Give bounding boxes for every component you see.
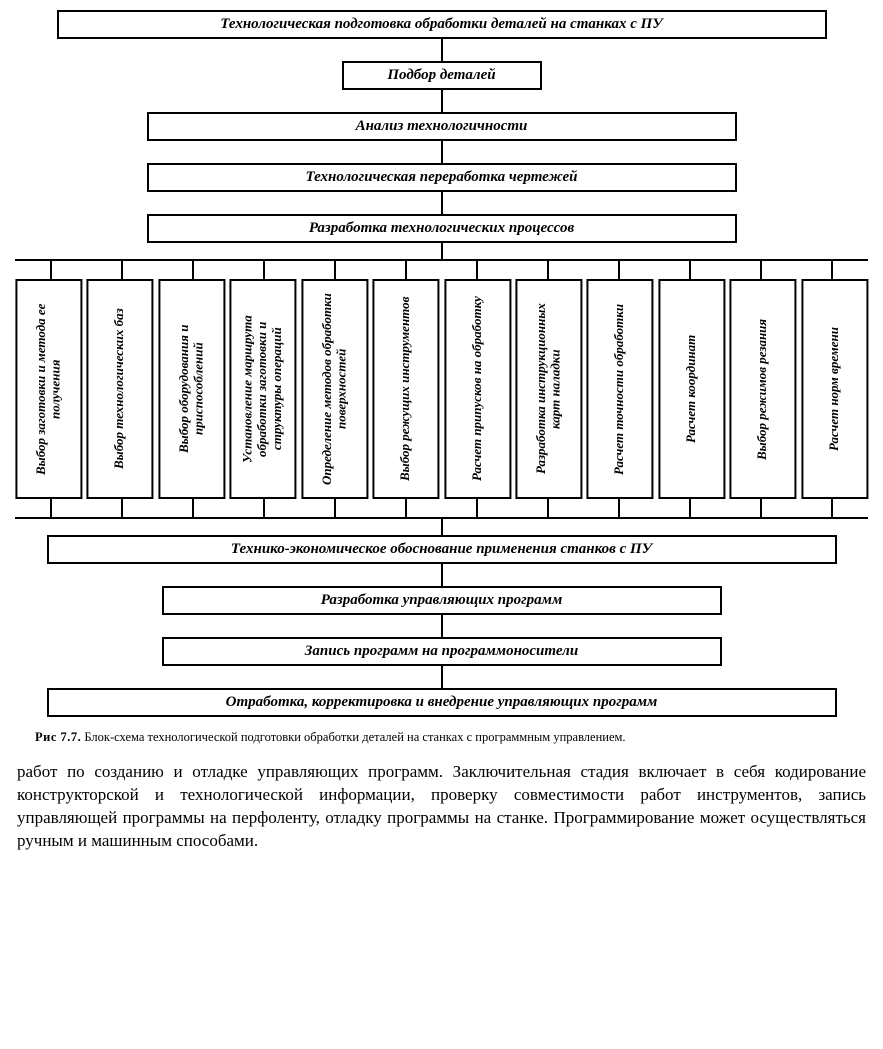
- caption-text: Блок-схема технологической подготовки об…: [84, 730, 625, 744]
- flowchart-container: Технологическая подготовка обработки дет…: [15, 10, 868, 717]
- branch-row: Выбор заготовки и метода ее получения Вы…: [15, 279, 868, 499]
- caption-lead: Рис 7.7.: [35, 730, 81, 744]
- connector: [441, 243, 443, 259]
- body-paragraph: работ по созданию и отладке управляющих …: [15, 761, 868, 853]
- branch-box-6: Расчет припусков на обработку: [444, 279, 511, 499]
- branch-box-10: Выбор режимов резания: [729, 279, 796, 499]
- connector: [441, 666, 443, 688]
- branch-box-3: Установление маршрута обработки заготовк…: [229, 279, 296, 499]
- branch-box-8: Расчет точности обработки: [586, 279, 653, 499]
- branch-box-5: Выбор режущих инструментов: [372, 279, 439, 499]
- branch-box-0: Выбор заготовки и метода ее получения: [15, 279, 82, 499]
- branch-box-4: Определение методов обработки поверхност…: [301, 279, 368, 499]
- branch-top-connectors: [15, 261, 868, 279]
- connector: [441, 615, 443, 637]
- connector: [441, 90, 443, 112]
- connector: [441, 39, 443, 61]
- branch-box-2: Выбор оборудования и приспособлений: [158, 279, 225, 499]
- flow-box-bottom-1: Разработка управляющих программ: [162, 586, 722, 615]
- figure-caption: Рис 7.7. Блок-схема технологической подг…: [15, 729, 868, 745]
- flow-box-bottom-3: Отработка, корректировка и внедрение упр…: [47, 688, 837, 717]
- flow-box-top-4: Разработка технологических процессов: [147, 214, 737, 243]
- flow-box-top-3: Технологическая переработка чертежей: [147, 163, 737, 192]
- flow-box-bottom-0: Технико-экономическое обоснование примен…: [47, 535, 837, 564]
- branch-box-9: Расчет координат: [658, 279, 725, 499]
- connector: [441, 519, 443, 535]
- flow-box-top-2: Анализ технологичности: [147, 112, 737, 141]
- branch-box-1: Выбор технологических баз: [86, 279, 153, 499]
- connector: [441, 192, 443, 214]
- flow-box-top-0: Технологическая подготовка обработки дет…: [57, 10, 827, 39]
- flow-box-bottom-2: Запись программ на программоносители: [162, 637, 722, 666]
- connector: [441, 141, 443, 163]
- branch-box-11: Расчет норм времени: [801, 279, 868, 499]
- branch-hbar-bottom: [15, 517, 868, 519]
- connector: [441, 564, 443, 586]
- branch-box-7: Разработка инструкционных карт наладки: [515, 279, 582, 499]
- branch-bottom-connectors: [15, 499, 868, 517]
- flow-box-top-1: Подбор деталей: [342, 61, 542, 90]
